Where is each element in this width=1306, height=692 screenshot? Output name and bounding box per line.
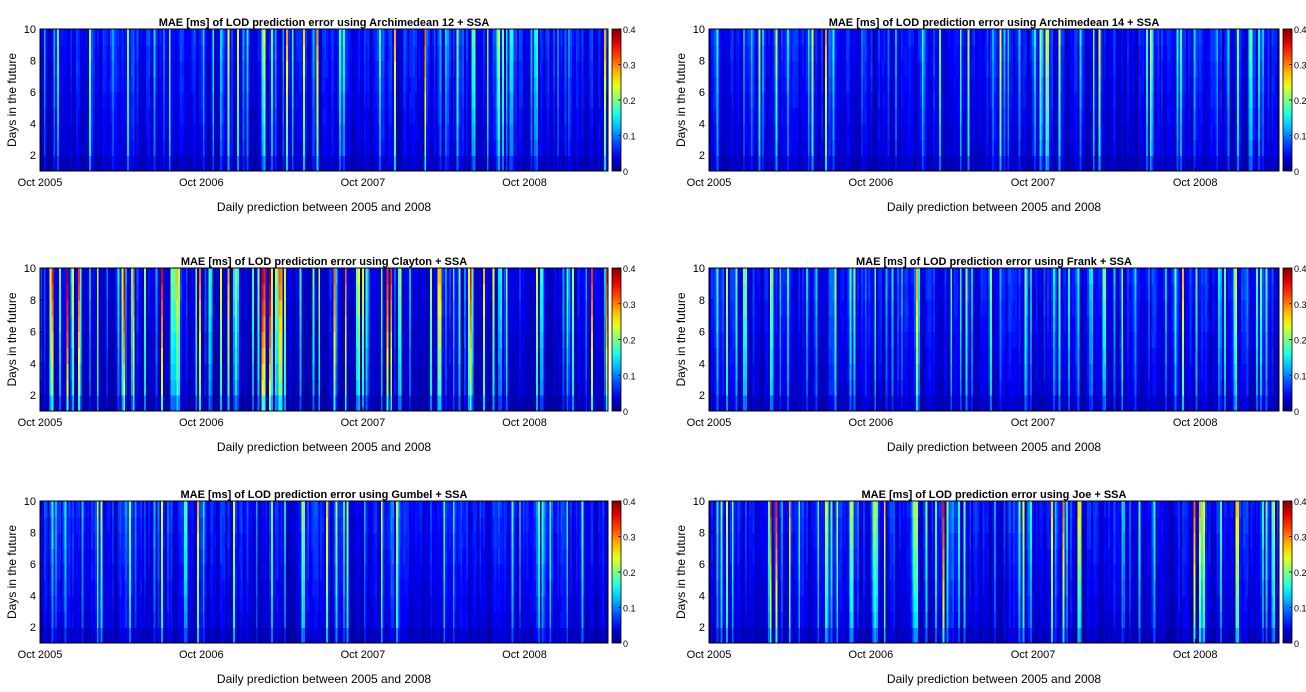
x-tick-label: Oct 2007 bbox=[341, 177, 386, 189]
y-tick-label: 8 bbox=[30, 56, 36, 68]
x-tick-label: Oct 2006 bbox=[179, 177, 224, 189]
x-tick-label: Oct 2005 bbox=[18, 177, 63, 189]
y-tick-label: 6 bbox=[30, 87, 36, 99]
x-tick-label: Oct 2008 bbox=[502, 177, 547, 189]
y-tick-label: 4 bbox=[30, 119, 36, 131]
heatmap-cells bbox=[40, 29, 609, 172]
colorbar-tick-label: 0 bbox=[623, 167, 628, 177]
y-axis-label: Days in the future bbox=[5, 53, 19, 147]
heatmap-panel: MAE [ms] of LOD prediction error using A… bbox=[5, 17, 636, 214]
colorbar-tick-label: 0.4 bbox=[623, 25, 636, 35]
x-axis-label: Daily prediction between 2005 and 2008 bbox=[217, 200, 431, 214]
colorbar-tick-label: 0.1 bbox=[623, 132, 636, 142]
chart-title: MAE [ms] of LOD prediction error using A… bbox=[159, 17, 490, 29]
heatmap-panel: MAE [ms] of LOD prediction error using A… bbox=[674, 17, 1306, 214]
colorbar-tick-label: 0.3 bbox=[623, 61, 636, 71]
y-tick-label: 2 bbox=[30, 150, 36, 162]
heatmap-cells bbox=[709, 29, 1280, 172]
colorbar-tick-label: 0.2 bbox=[623, 96, 636, 106]
y-tick-label: 10 bbox=[24, 24, 36, 36]
